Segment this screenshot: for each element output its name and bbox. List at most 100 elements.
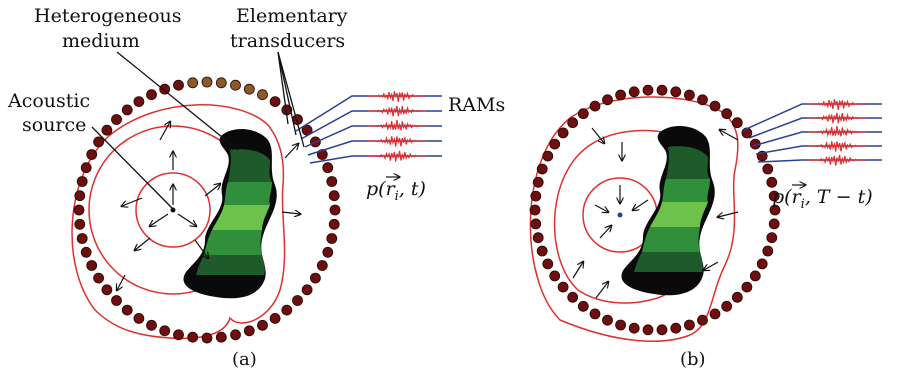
transducer-element: [542, 258, 554, 270]
signal-waveform: [368, 150, 427, 162]
transducer-element: [309, 272, 321, 284]
transducer-element: [731, 117, 743, 129]
transducer-element: [133, 312, 145, 324]
transducer-element: [532, 176, 544, 188]
transducer-element: [101, 124, 113, 136]
transducer-element: [567, 117, 579, 129]
medium-band-4: [204, 230, 262, 255]
heterogeneous-medium-b: [621, 125, 715, 296]
focus-point-dot: [617, 212, 623, 218]
transducer-element: [749, 270, 761, 282]
label-heterogeneous-line2: medium: [62, 30, 140, 52]
transducer-element: [577, 300, 589, 312]
wavefront-outer-b: [529, 96, 739, 342]
transducer-element: [697, 314, 708, 326]
formula-reverse: p(ri, T − t): [772, 185, 873, 212]
transducer-element: [257, 89, 268, 101]
transducer-element: [529, 204, 541, 216]
transducer-element: [731, 291, 743, 303]
propagation-arrows-b: [572, 127, 739, 299]
transducer-element: [201, 332, 213, 344]
label-elementary-line1: Elementary: [236, 5, 348, 27]
transducer-element: [322, 246, 334, 258]
transducer-element: [269, 96, 281, 107]
transducer-element: [557, 127, 569, 139]
transducer-element: [709, 100, 721, 112]
caption-a: (a): [232, 349, 257, 370]
transducer-element: [173, 329, 184, 341]
transducer-element: [762, 245, 774, 257]
transducer-element: [146, 319, 157, 331]
transducer-element: [567, 291, 579, 303]
medium-band-1: [228, 149, 272, 182]
transducer-element: [80, 246, 92, 258]
label-acoustic-line1: Acoustic: [7, 90, 90, 112]
signal-waveform: [367, 91, 426, 102]
transducer-element: [316, 260, 328, 271]
medium-band-4-b: [642, 227, 700, 252]
medium-band-2-b: [662, 179, 710, 202]
transducer-element: [111, 295, 122, 306]
panel-a: Heterogeneous medium Elementary transduc…: [7, 5, 505, 370]
transducer-element: [86, 149, 98, 160]
transducer-element: [756, 258, 768, 270]
transducer-element: [656, 84, 668, 96]
transducer-element: [74, 190, 86, 202]
label-acoustic-line2: source: [22, 114, 86, 136]
transducer-element: [530, 190, 542, 202]
transducer-element: [187, 331, 199, 343]
transducer-element: [766, 232, 778, 244]
formula-forward: p(ri, t): [366, 177, 426, 204]
transducer-element: [628, 322, 640, 334]
transducer-element: [326, 176, 338, 187]
transducer-element: [243, 83, 255, 95]
transducer-ring-a: [73, 76, 341, 344]
signal-waveform: [808, 125, 866, 138]
transducer-element: [159, 83, 171, 95]
signal-waveform: [368, 119, 426, 132]
transducer-element: [768, 190, 780, 202]
transducer-element: [549, 138, 561, 150]
transducer-element: [121, 304, 133, 316]
transducer-element: [709, 308, 721, 320]
transducer-element: [301, 284, 313, 296]
signals-a: [367, 91, 427, 162]
transducer-element: [201, 76, 213, 88]
transducer-element: [549, 270, 561, 282]
transducer-element: [329, 204, 341, 216]
transducer-element: [721, 300, 733, 312]
transducer-element: [577, 108, 589, 120]
leader-lines-a: [91, 51, 305, 209]
transducer-element: [615, 319, 626, 331]
transducer-element: [257, 319, 268, 331]
transducer-element: [532, 232, 544, 244]
transducer-element: [769, 204, 781, 216]
transducer-element: [76, 176, 88, 187]
signal-waveform: [808, 112, 866, 124]
signal-waveform: [807, 99, 866, 110]
transducer-element: [589, 308, 601, 320]
transducer-element: [589, 100, 601, 112]
transducer-element: [322, 162, 334, 174]
transducer-element: [281, 304, 293, 316]
transducer-element: [93, 272, 104, 284]
transducer-element: [542, 150, 554, 162]
transducer-element: [86, 260, 98, 271]
signal-waveform: [368, 105, 426, 117]
transducer-element: [146, 89, 157, 101]
medium-band-3: [212, 205, 270, 230]
transducer-element: [159, 325, 171, 337]
transducer-element: [230, 79, 241, 91]
transducer-element: [721, 108, 733, 120]
medium-band-1-b: [666, 146, 710, 179]
transducer-element: [215, 331, 227, 343]
transducer-element: [536, 245, 548, 257]
svg-text:p(ri, T − t): p(ri, T − t): [772, 186, 873, 212]
transducer-element: [269, 312, 281, 324]
transducer-element: [602, 314, 613, 326]
transducer-element: [741, 281, 753, 293]
transducer-element: [80, 162, 92, 174]
transducer-element: [536, 163, 548, 175]
transducer-element: [530, 218, 542, 230]
